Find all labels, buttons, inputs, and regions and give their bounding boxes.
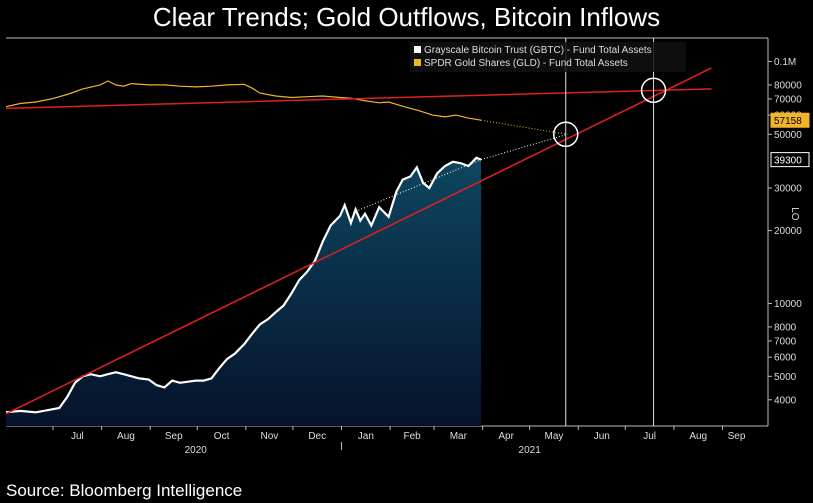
legend-entry: SPDR Gold Shares (GLD) - Fund Total Asse… (424, 58, 628, 69)
legend-box (410, 42, 686, 72)
trend-line (5, 88, 712, 110)
x-tick-label: Jul (643, 431, 656, 442)
x-tick-label: Apr (498, 431, 514, 442)
x-tick-label: Dec (308, 431, 326, 442)
source-note: Source: Bloomberg Intelligence (6, 481, 243, 500)
x-year-label: 2021 (519, 445, 542, 456)
legend-swatch (414, 46, 421, 53)
x-tick-label: Aug (117, 431, 135, 442)
x-tick-label: Mar (450, 431, 468, 442)
y-tick-label: 70000 (774, 94, 802, 105)
crossover-circle (552, 121, 579, 148)
y-axis: 4000 5000 6000 7000 8000 10000 20000 30000 50000… (768, 57, 810, 406)
y-tick-label: 10000 (774, 299, 802, 310)
y-tick-label: 7000 (774, 336, 797, 347)
gbtc-area-layer (6, 157, 482, 427)
trend-line (5, 67, 712, 415)
chart-title: Clear Trends; Gold Outflows, Bitcoin Inf… (152, 2, 661, 32)
gld-series-line (5, 80, 482, 121)
y-tick-label: 5000 (774, 372, 797, 383)
x-tick-label: Aug (689, 431, 707, 442)
gbtc-area-fill (6, 157, 482, 427)
y-tick-label: 80000 (774, 80, 802, 91)
x-tick-label: Jul (71, 431, 84, 442)
gbtc-last-value: 39300 (774, 156, 802, 167)
crossover-circle (640, 77, 667, 104)
x-tick-label: Jun (594, 431, 610, 442)
x-axis: Jul Aug Sep Oct Nov Dec Jan Feb Mar Apr May Jun Jul A… (52, 426, 746, 456)
annotation-layer (5, 38, 712, 426)
x-tick-label: Nov (261, 431, 279, 442)
x-tick-label: May (545, 431, 564, 442)
x-tick-label: Sep (165, 431, 183, 442)
x-tick-label: Sep (728, 431, 746, 442)
series-layer (5, 80, 482, 414)
gld-last-value-tag (770, 112, 810, 128)
y-tick-label: 6000 (774, 353, 797, 364)
dotted-projection (480, 119, 568, 135)
legend: Grayscale Bitcoin Trust (GBTC) - Fund To… (410, 42, 686, 72)
legend-swatch (414, 59, 421, 66)
y-tick-label: 50000 (774, 130, 802, 141)
y-tick-label: 8000 (774, 322, 797, 333)
gbtc-series-line (5, 156, 482, 414)
right-axis-label: LO (789, 207, 800, 221)
y-tick-label: 20000 (774, 226, 802, 237)
gbtc-last-value-tag (770, 152, 810, 168)
legend-entry: Grayscale Bitcoin Trust (GBTC) - Fund To… (424, 45, 652, 56)
x-tick-label: Oct (214, 431, 230, 442)
x-tick-label: Jan (358, 431, 374, 442)
y-tick-label: 30000 (774, 183, 802, 194)
y-tick-label: 4000 (774, 395, 797, 406)
x-year-label: 2020 (185, 445, 208, 456)
x-tick-label: Feb (403, 431, 421, 442)
gld-last-value: 57158 (774, 116, 802, 127)
y-tick-label: 0.1M (774, 57, 796, 68)
